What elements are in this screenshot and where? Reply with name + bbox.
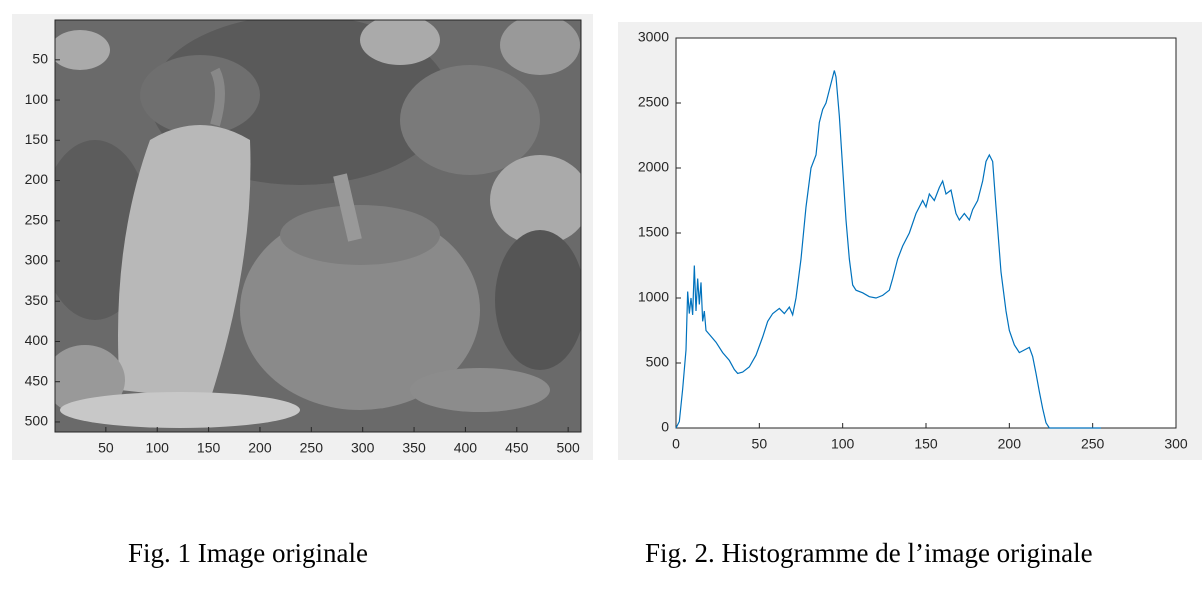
y-tick-label: 500 xyxy=(25,413,49,429)
y-tick-label: 3000 xyxy=(638,29,669,45)
x-tick-label: 150 xyxy=(197,440,221,456)
y-tick-label: 300 xyxy=(25,252,49,268)
y-tick-label: 200 xyxy=(25,171,49,187)
x-tick-label: 50 xyxy=(98,440,114,456)
y-tick-label: 450 xyxy=(25,372,49,388)
x-tick-label: 500 xyxy=(556,440,580,456)
peppers-image xyxy=(55,20,581,432)
caption: Fig. 2. Histogramme de l’image originale xyxy=(645,538,1093,568)
y-tick-label: 100 xyxy=(25,91,49,107)
x-tick-label: 450 xyxy=(505,440,529,456)
y-tick-label: 1500 xyxy=(638,224,669,240)
y-tick-label: 400 xyxy=(25,332,49,348)
x-tick-label: 300 xyxy=(351,440,375,456)
x-tick-label: 250 xyxy=(1081,436,1105,452)
x-tick-label: 0 xyxy=(672,436,680,452)
y-tick-label: 0 xyxy=(661,419,669,435)
axes-box xyxy=(675,37,1177,429)
histogram-line xyxy=(675,70,1101,429)
x-tick-label: 300 xyxy=(1164,436,1188,452)
x-tick-label: 150 xyxy=(914,436,938,452)
x-tick-label: 350 xyxy=(402,440,426,456)
caption: Fig. 1 Image originale xyxy=(128,538,368,568)
y-tick-label: 2500 xyxy=(638,94,669,110)
x-tick-label: 200 xyxy=(998,436,1022,452)
x-tick-label: 200 xyxy=(248,440,272,456)
y-tick-label: 150 xyxy=(25,131,49,147)
x-tick-label: 250 xyxy=(300,440,324,456)
y-tick-label: 350 xyxy=(25,292,49,308)
x-tick-label: 100 xyxy=(831,436,855,452)
y-tick-label: 1000 xyxy=(638,289,669,305)
y-tick-label: 250 xyxy=(25,211,49,227)
y-tick-label: 2000 xyxy=(638,159,669,175)
axes-box xyxy=(54,19,582,433)
x-tick-label: 100 xyxy=(146,440,170,456)
y-tick-label: 500 xyxy=(646,354,670,370)
x-tick-label: 400 xyxy=(454,440,478,456)
x-tick-label: 50 xyxy=(752,436,768,452)
y-tick-label: 50 xyxy=(32,51,48,67)
